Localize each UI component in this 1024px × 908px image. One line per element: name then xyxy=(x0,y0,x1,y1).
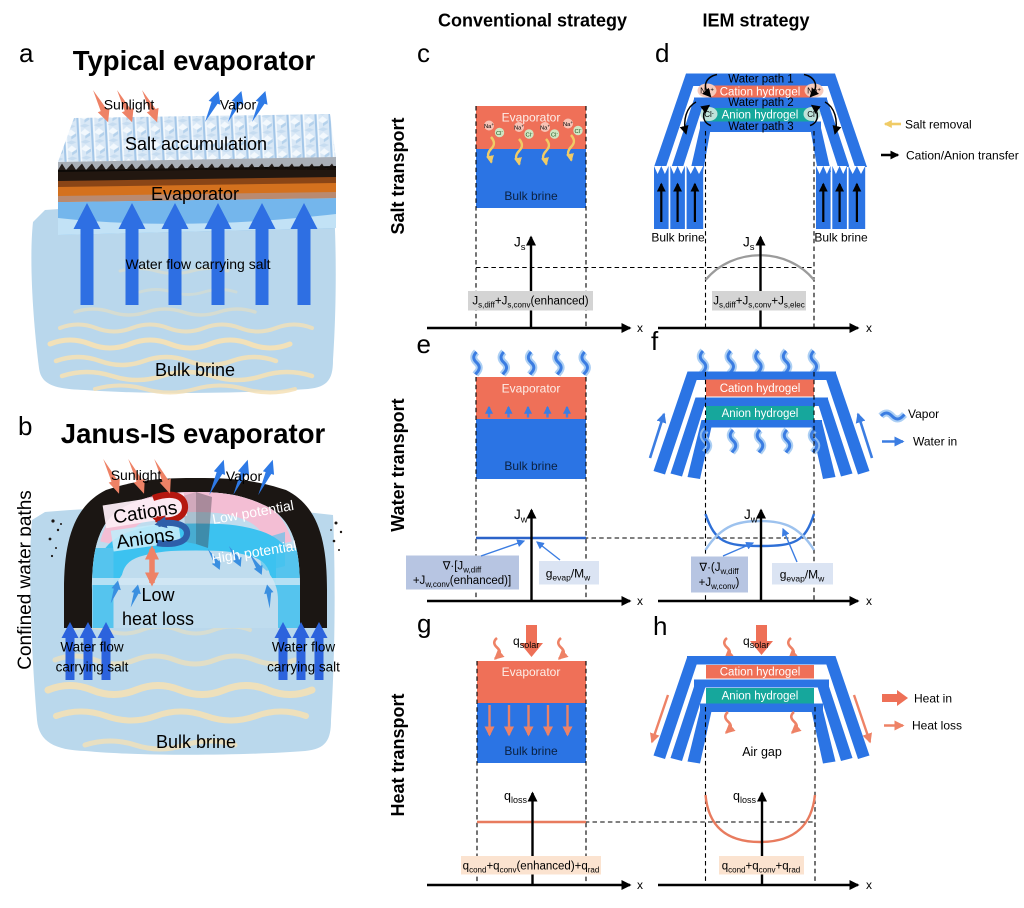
svg-text:+Jw,conv(enhanced)]: +Jw,conv(enhanced)] xyxy=(413,575,511,589)
svg-text:Jw: Jw xyxy=(514,507,528,526)
svg-text:carrying salt: carrying salt xyxy=(267,660,340,675)
svg-text:x: x xyxy=(637,321,643,335)
svg-text:Heat in: Heat in xyxy=(914,692,952,706)
svg-text:Bulk brine: Bulk brine xyxy=(156,732,236,752)
svg-text:Janus-IS evaporator: Janus-IS evaporator xyxy=(61,418,326,449)
svg-text:a: a xyxy=(19,38,34,68)
svg-text:Vapor: Vapor xyxy=(226,468,263,484)
svg-text:Conventional strategy: Conventional strategy xyxy=(438,11,627,31)
svg-text:x: x xyxy=(866,594,872,608)
svg-text:Salt transport: Salt transport xyxy=(388,117,408,234)
svg-text:heat loss: heat loss xyxy=(122,609,194,629)
svg-text:Water path 1: Water path 1 xyxy=(728,74,793,86)
svg-text:Anion hydrogel: Anion hydrogel xyxy=(722,691,799,703)
svg-text:qcond+qconv+qrad: qcond+qconv+qrad xyxy=(722,861,800,875)
svg-text:Water path 2: Water path 2 xyxy=(728,97,793,109)
svg-text:Bulk brine: Bulk brine xyxy=(155,360,235,380)
svg-text:c: c xyxy=(417,38,430,68)
svg-text:IEM strategy: IEM strategy xyxy=(702,11,809,31)
svg-text:Cl-: Cl- xyxy=(496,129,503,137)
svg-text:Salt accumulation: Salt accumulation xyxy=(125,134,267,154)
svg-text:Water path 3: Water path 3 xyxy=(728,121,793,133)
svg-text:Cation hydrogel: Cation hydrogel xyxy=(720,383,801,395)
svg-text:Anion hydrogel: Anion hydrogel xyxy=(722,408,799,420)
svg-text:Anion hydrogel: Anion hydrogel xyxy=(722,110,799,122)
svg-text:Bulk brine: Bulk brine xyxy=(504,459,558,473)
svg-text:Water flow: Water flow xyxy=(272,640,336,655)
svg-text:Js,diff+Js,conv(enhanced): Js,diff+Js,conv(enhanced) xyxy=(472,296,588,310)
svg-text:Na+: Na+ xyxy=(514,123,524,131)
svg-text:Water in: Water in xyxy=(913,435,957,449)
svg-text:g: g xyxy=(417,609,431,639)
svg-text:Js: Js xyxy=(743,235,755,254)
svg-text:Cation hydrogel: Cation hydrogel xyxy=(720,667,801,679)
svg-text:Evaporator: Evaporator xyxy=(151,184,239,204)
svg-text:Js,diff+Js,conv+Js,elec: Js,diff+Js,conv+Js,elec xyxy=(713,296,804,310)
svg-text:h: h xyxy=(653,611,667,641)
svg-text:Sunlight: Sunlight xyxy=(104,97,155,113)
svg-text:Cl-: Cl- xyxy=(575,127,582,135)
svg-text:Js: Js xyxy=(514,235,526,254)
svg-text:x: x xyxy=(637,878,643,892)
svg-text:d: d xyxy=(655,38,669,68)
svg-text:Vapor: Vapor xyxy=(908,407,939,421)
svg-text:Bulk brine: Bulk brine xyxy=(651,231,705,245)
svg-text:Na+: Na+ xyxy=(540,123,550,131)
svg-text:Cl-: Cl- xyxy=(807,110,817,119)
svg-text:Bulk brine: Bulk brine xyxy=(504,744,558,758)
svg-text:Bulk brine: Bulk brine xyxy=(504,189,558,203)
svg-text:Salt removal: Salt removal xyxy=(905,118,972,132)
svg-text:Confined water paths: Confined water paths xyxy=(15,490,36,670)
svg-text:f: f xyxy=(651,326,659,356)
svg-text:Cl-: Cl- xyxy=(551,130,558,138)
svg-text:x: x xyxy=(637,594,643,608)
svg-text:Cl-: Cl- xyxy=(704,110,714,119)
svg-text:Vapor: Vapor xyxy=(220,97,257,113)
svg-text:e: e xyxy=(417,329,431,359)
svg-text:qcond+qconv(enhanced)+qrad: qcond+qconv(enhanced)+qrad xyxy=(463,861,600,875)
svg-text:Na+: Na+ xyxy=(484,122,494,130)
svg-text:Evaporator: Evaporator xyxy=(502,111,561,125)
svg-text:Cation hydrogel: Cation hydrogel xyxy=(720,87,801,99)
svg-text:Na+: Na+ xyxy=(563,120,573,128)
svg-text:Bulk brine: Bulk brine xyxy=(814,231,868,245)
svg-text:Sunlight: Sunlight xyxy=(111,467,162,483)
svg-text:x: x xyxy=(866,321,872,335)
svg-text:Heat loss: Heat loss xyxy=(912,719,962,733)
svg-text:Cl-: Cl- xyxy=(526,130,533,138)
svg-text:Typical evaporator: Typical evaporator xyxy=(73,45,316,76)
svg-text:Low: Low xyxy=(141,585,175,605)
svg-text:Water flow: Water flow xyxy=(60,640,124,655)
svg-text:Evaporator: Evaporator xyxy=(502,382,561,396)
svg-text:Heat transport: Heat transport xyxy=(388,693,408,816)
svg-text:Cation/Anion transfer: Cation/Anion transfer xyxy=(906,149,1019,163)
svg-text:qloss: qloss xyxy=(733,789,756,805)
svg-text:qloss: qloss xyxy=(504,789,527,805)
svg-text:b: b xyxy=(18,411,32,441)
svg-text:x: x xyxy=(866,878,872,892)
svg-text:Evaporator: Evaporator xyxy=(502,665,561,679)
svg-text:Water transport: Water transport xyxy=(388,398,408,531)
svg-text:Air gap: Air gap xyxy=(742,745,782,759)
svg-text:carrying salt: carrying salt xyxy=(56,660,129,675)
svg-text:Water flow carrying salt: Water flow carrying salt xyxy=(126,256,271,272)
